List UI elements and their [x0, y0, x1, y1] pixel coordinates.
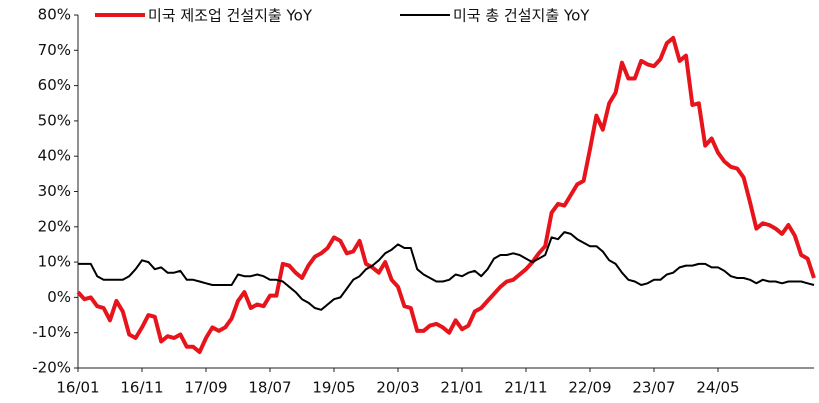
series-line [78, 231, 815, 311]
y-tick-label: 70% [38, 41, 71, 59]
x-tick-label: 23/07 [632, 379, 675, 397]
x-tick-label: 19/05 [312, 379, 355, 397]
x-tick-label: 18/07 [248, 379, 291, 397]
y-tick-label: 50% [38, 111, 71, 129]
series-line [76, 35, 816, 355]
x-tick-label: 16/11 [120, 379, 163, 397]
x-tick-label: 24/05 [696, 379, 739, 397]
x-tick-label: 22/09 [568, 379, 611, 397]
y-tick-label: -20% [32, 359, 71, 377]
y-tick-label: 30% [38, 182, 71, 200]
legend-label: 미국 제조업 건설지출 YoY [148, 7, 313, 25]
y-tick-label: 20% [38, 217, 71, 235]
x-tick-label: 21/01 [440, 379, 483, 397]
y-tick-label: 10% [38, 253, 71, 271]
x-tick-label: 17/09 [184, 379, 227, 397]
y-tick-label: 0% [47, 288, 71, 306]
x-tick-label: 20/03 [376, 379, 419, 397]
x-tick-label: 21/11 [504, 379, 547, 397]
x-tick-label: 16/01 [56, 379, 99, 397]
y-tick-label: 40% [38, 147, 71, 165]
y-tick-label: 60% [38, 76, 71, 94]
legend-label: 미국 총 건설지출 YoY [453, 7, 590, 25]
y-tick-label: -10% [32, 323, 71, 341]
y-tick-label: 80% [38, 6, 71, 24]
